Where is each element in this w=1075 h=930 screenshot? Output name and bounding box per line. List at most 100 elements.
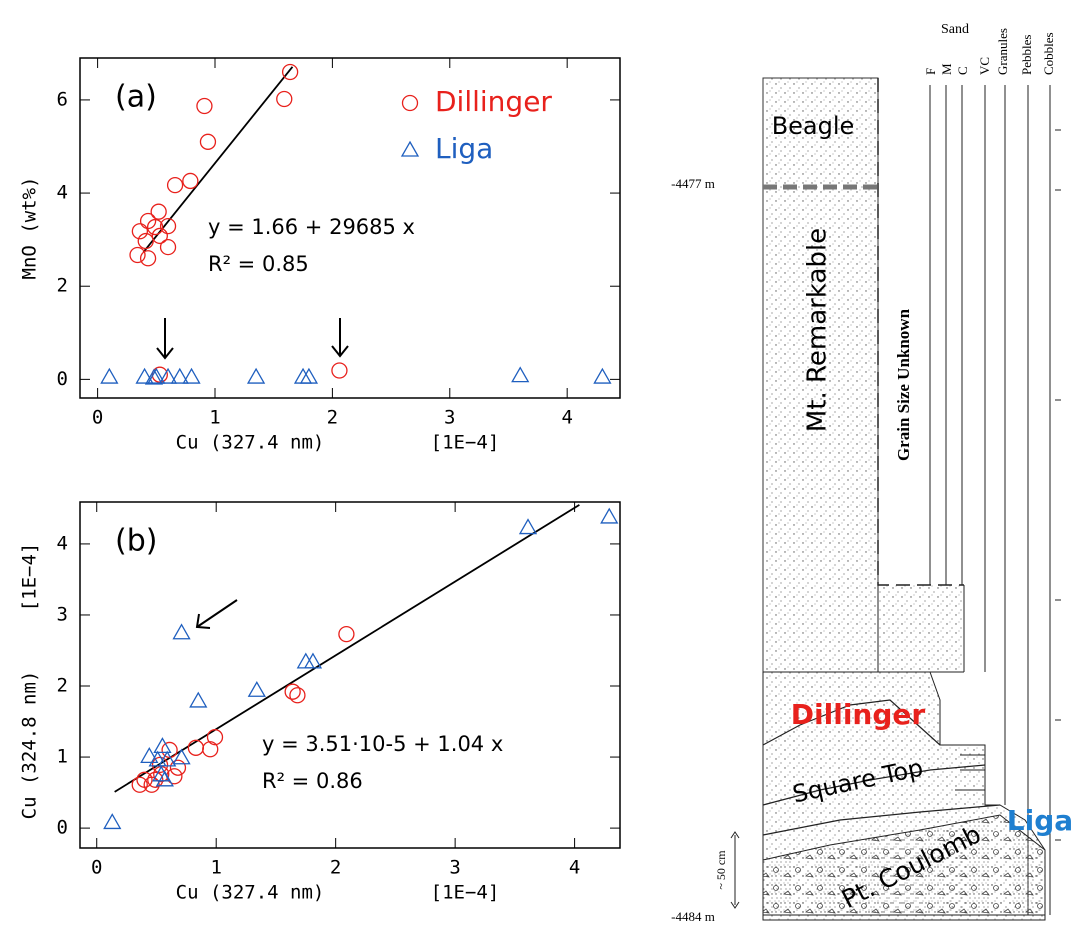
grain-label: Cobbles — [1041, 32, 1056, 75]
point — [303, 652, 323, 669]
y-tick-label: 3 — [57, 603, 68, 625]
point — [143, 776, 160, 793]
y-tick-label: 2 — [57, 275, 68, 297]
unit-label: Beagle — [772, 112, 855, 140]
x-tick-label: 1 — [209, 407, 220, 429]
point — [150, 203, 167, 220]
point — [338, 625, 355, 643]
grain-label: M — [939, 63, 954, 75]
legend-label: Dillinger — [435, 85, 552, 118]
point — [144, 368, 164, 385]
point — [158, 750, 177, 767]
point — [129, 246, 146, 264]
plot-frame — [79, 501, 621, 849]
point — [151, 227, 168, 245]
unit-label: Liga — [1007, 804, 1073, 837]
point — [131, 223, 149, 240]
y-tick-label: 1 — [57, 746, 68, 768]
point — [135, 367, 154, 384]
point — [246, 367, 266, 384]
y-axis-label: MnO (wt%) — [19, 177, 41, 280]
arrows — [156, 318, 349, 629]
point — [293, 367, 313, 384]
panel-label: (b) — [115, 524, 157, 559]
grain-header: Sand — [941, 22, 969, 37]
unit-label: Dillinger — [791, 698, 926, 731]
point — [189, 691, 208, 708]
point — [161, 741, 178, 759]
point — [600, 507, 619, 524]
point — [159, 217, 177, 235]
point — [289, 687, 306, 704]
point — [182, 172, 199, 190]
point — [169, 759, 187, 776]
annotation: R² = 0.86 — [262, 769, 363, 793]
point — [153, 737, 172, 754]
strat-column — [730, 77, 1061, 921]
point — [147, 771, 164, 788]
point — [284, 683, 301, 700]
point — [196, 97, 213, 115]
y-tick-label: 4 — [57, 532, 68, 554]
point — [187, 739, 205, 756]
point — [131, 776, 148, 793]
x-tick-label: 1 — [210, 857, 221, 879]
point — [172, 748, 191, 765]
x-tick-label: 2 — [330, 857, 341, 879]
point — [518, 518, 538, 535]
annotation: y = 3.51·10-5 + 1.04 x — [262, 732, 503, 756]
plot-frame — [79, 57, 621, 399]
point — [276, 90, 293, 108]
point — [139, 212, 157, 230]
point — [137, 232, 154, 250]
y-axis-unit: [1E−4] — [19, 543, 41, 612]
point — [166, 177, 184, 194]
legend-marker — [400, 140, 420, 157]
grain-label: C — [955, 66, 970, 75]
grain-labels: F M C VC Granules Pebbles Cobbles — [923, 28, 1056, 75]
point — [159, 238, 177, 256]
x-tick-label: 3 — [449, 857, 460, 879]
grain-label: F — [923, 68, 938, 75]
point — [182, 367, 201, 384]
point — [170, 367, 189, 384]
point — [103, 813, 122, 830]
fit-line — [142, 66, 294, 253]
grain-label: VC — [977, 57, 992, 75]
point — [147, 367, 166, 384]
point — [281, 63, 299, 81]
point — [511, 366, 530, 383]
point — [166, 768, 183, 785]
y-tick-label: 2 — [57, 675, 68, 697]
point — [331, 362, 348, 379]
point — [100, 367, 119, 384]
point — [172, 623, 191, 640]
point — [155, 770, 174, 787]
point — [158, 367, 178, 384]
depth-label: -4484 m — [671, 909, 715, 924]
note: Grain Size Unknown — [894, 308, 913, 461]
legend-label: Liga — [435, 132, 493, 165]
x-axis-label: Cu (327.4 nm) — [176, 882, 325, 904]
legend-marker — [401, 94, 419, 112]
x-tick-label: 2 — [327, 407, 338, 429]
annotation: y = 1.66 + 29685 x — [208, 215, 415, 239]
panel-label: (a) — [115, 80, 157, 115]
grain-label: Pebbles — [1019, 35, 1034, 75]
point — [199, 133, 217, 150]
x-tick-label: 0 — [92, 407, 103, 429]
depth-label: -4477 m — [671, 176, 715, 191]
grain-label: Granules — [995, 28, 1010, 75]
y-axis-label: Cu (324.8 nm) — [19, 671, 41, 820]
point — [247, 680, 266, 697]
point — [202, 741, 219, 758]
point — [139, 250, 157, 267]
y-tick-label: 0 — [57, 817, 68, 839]
y-tick-label: 4 — [57, 182, 68, 204]
x-tick-label: 0 — [91, 857, 102, 879]
annotation: R² = 0.85 — [208, 252, 309, 276]
fit-line — [114, 504, 580, 793]
unit-label: Mt. Remarkable — [803, 228, 833, 432]
point — [299, 367, 319, 384]
